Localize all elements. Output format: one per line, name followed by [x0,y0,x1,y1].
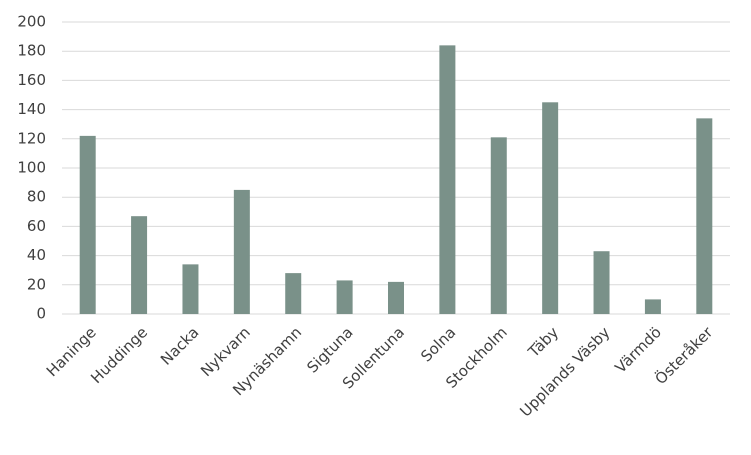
bar [439,45,456,315]
y-tick-label: 140 [17,100,46,118]
bar [79,135,96,314]
bar [336,280,353,314]
y-tick-label: 60 [27,217,46,235]
bar [644,299,661,314]
y-tick-label: 40 [27,246,46,264]
bar [388,281,404,314]
x-tick-label: Solna [417,323,459,365]
bar [593,251,610,314]
y-tick-label: 20 [27,275,46,293]
bar [233,189,250,314]
y-tick-label: 0 [36,305,46,323]
bar [285,273,302,314]
bar [542,102,559,314]
x-tick-label: Huddinge [87,323,151,387]
y-tick-label: 100 [17,159,46,177]
y-tick-label: 160 [17,71,46,89]
y-tick-label: 200 [17,13,46,31]
bar [131,216,148,314]
x-tick-label: Upplands Väsby [516,323,613,420]
x-tick-label: Nacka [157,323,202,368]
y-tick-label: 180 [17,42,46,60]
bar [490,137,507,314]
y-tick-label: 80 [27,188,46,206]
bar [696,118,713,314]
x-tick-label: Täby [524,323,562,361]
y-tick-label: 120 [17,129,46,147]
bar [182,264,199,314]
